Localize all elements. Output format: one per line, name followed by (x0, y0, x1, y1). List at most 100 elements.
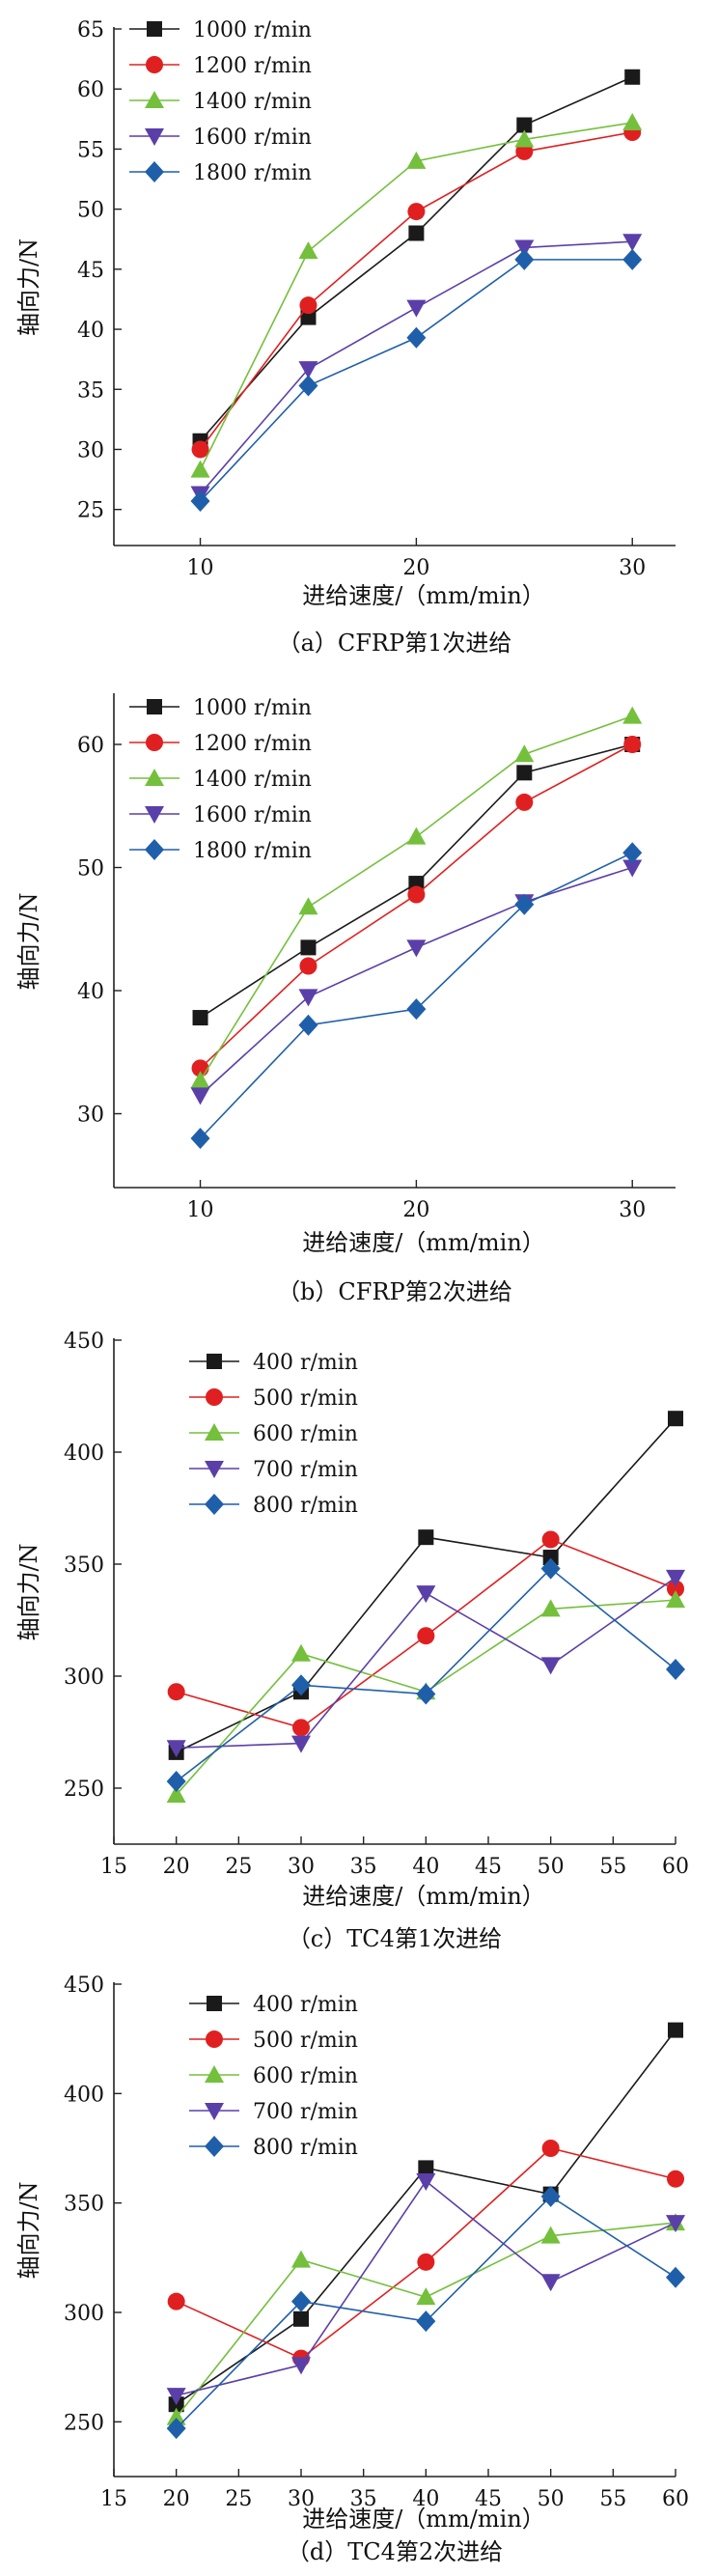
legend-label: 1800 r/min (193, 839, 312, 863)
data-point (167, 1683, 185, 1701)
data-point (293, 2310, 309, 2327)
y-axis-title: 轴向力/N (15, 892, 42, 990)
legend-marker (146, 734, 163, 751)
y-tick-label: 450 (64, 1330, 104, 1354)
x-tick-label: 55 (599, 2487, 626, 2511)
data-point (406, 299, 427, 318)
series-group (168, 1411, 683, 1760)
x-tick-label: 40 (412, 2487, 439, 2511)
data-point (622, 706, 643, 724)
data-point (514, 744, 535, 763)
series-group (191, 736, 642, 1078)
data-point (416, 2173, 436, 2191)
data-point (190, 460, 210, 478)
x-axis-title: 进给速度/（mm/min） (302, 1229, 545, 1256)
data-point (407, 203, 426, 221)
legend-label: 1200 r/min (193, 732, 312, 756)
y-tick-label: 350 (64, 2193, 104, 2217)
data-point (298, 1014, 318, 1036)
legend-marker (206, 2030, 223, 2048)
series-group (190, 706, 643, 1089)
legend-label: 1400 r/min (193, 768, 312, 792)
data-point (298, 897, 318, 915)
data-point (166, 1740, 186, 1758)
chart-panel-a: 25 30 35 40 45 50 55 60 65 10 20 30 进给速度/（mm/min） 轴向力… (0, 0, 718, 666)
y-tick-label: 40 (77, 319, 104, 343)
data-point (298, 989, 318, 1007)
data-point (623, 736, 642, 753)
series-group (166, 1557, 685, 1793)
x-tick-label: 30 (288, 2487, 315, 2511)
legend-label: 600 r/min (253, 2064, 358, 2088)
data-point (667, 1580, 684, 1598)
data-point (514, 893, 535, 915)
x-tick-label: 50 (538, 1855, 565, 1879)
series-group (190, 859, 643, 1106)
data-point (166, 2388, 186, 2406)
x-tick-label: 10 (187, 556, 214, 580)
series-group (168, 2022, 683, 2413)
chart-panel-d: 250 300 350 400 450 15 20 25 30 35 40 45 50 55 60 进给速度/… (0, 1955, 718, 2572)
figure-caption: （d）TC4第2次进给 (287, 2538, 503, 2565)
legend-marker (145, 769, 164, 786)
legend-marker (145, 161, 164, 182)
series-line (176, 1577, 677, 1750)
data-point (166, 1784, 186, 1803)
legend-label: 500 r/min (253, 2029, 358, 2053)
data-point (541, 2140, 560, 2157)
series-line (199, 259, 633, 502)
legend-label: 1600 r/min (193, 803, 312, 827)
legend-marker (145, 128, 164, 146)
chart-panel-b: 30 40 50 60 10 20 30 进给速度/（mm/min） 轴向力/N （b）CFRP第… (0, 666, 718, 1323)
data-point (298, 361, 318, 379)
x-tick-label: 35 (350, 2487, 377, 2511)
data-point (416, 2310, 436, 2333)
legend-label: 800 r/min (253, 2136, 358, 2160)
data-point (666, 1590, 685, 1609)
data-point (191, 440, 209, 459)
x-tick-label: 40 (412, 1855, 439, 1879)
data-point (416, 1683, 436, 1705)
data-point (418, 2160, 434, 2176)
legend-label: 400 r/min (253, 1351, 358, 1375)
data-point (416, 2287, 436, 2306)
data-point (540, 2226, 561, 2244)
data-point (300, 309, 317, 325)
data-point (406, 326, 427, 349)
data-point (298, 241, 318, 260)
data-point (166, 1771, 186, 1793)
y-axis-title: 轴向力/N (15, 2181, 42, 2279)
data-point (516, 765, 533, 781)
data-point (190, 1071, 210, 1089)
y-tick-label: 300 (64, 2302, 104, 2326)
legend-label: 700 r/min (253, 1458, 358, 1482)
x-tick-label: 25 (225, 1855, 252, 1879)
chart-svg: 30 40 50 60 10 20 30 进给速度/（mm/min） 轴向力/N （b）CFRP第… (15, 693, 676, 1305)
data-point (622, 842, 643, 864)
data-point (418, 1529, 434, 1546)
x-tick-label: 20 (402, 556, 429, 580)
figure-caption: （c）TC4第1次进给 (288, 1925, 502, 1952)
data-point (166, 2407, 186, 2425)
series-group (167, 1530, 684, 1737)
x-tick-label: 55 (599, 1855, 626, 1879)
x-tick-label: 45 (475, 1855, 502, 1879)
legend-marker (205, 1494, 224, 1515)
data-point (417, 2253, 435, 2271)
data-point (291, 2357, 311, 2375)
x-axis-title: 进给速度/（mm/min） (302, 582, 545, 609)
y-axis-title: 轴向力/N (15, 1543, 42, 1640)
data-point (406, 998, 427, 1021)
y-tick-label: 40 (77, 980, 104, 1004)
legend-marker (205, 1461, 224, 1478)
x-tick-label: 30 (619, 556, 646, 580)
data-point (291, 2290, 311, 2312)
data-point (622, 234, 643, 252)
y-axis-title: 轴向力/N (15, 238, 42, 336)
legend-label: 700 r/min (253, 2100, 358, 2124)
legend-marker (207, 1354, 222, 1369)
data-point (666, 2266, 685, 2288)
data-point (666, 1569, 685, 1587)
data-point (541, 1530, 560, 1549)
x-tick-label: 60 (662, 2487, 689, 2511)
